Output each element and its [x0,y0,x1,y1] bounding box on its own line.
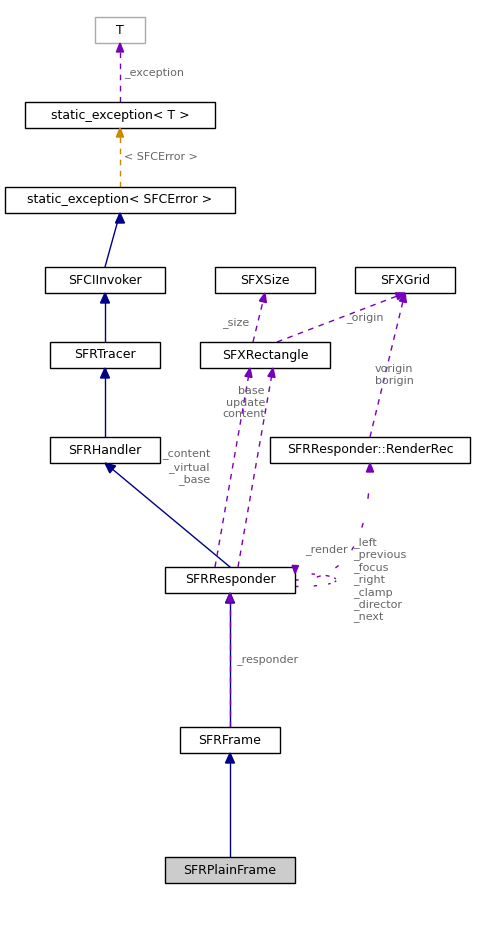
Text: static_exception< SFCError >: static_exception< SFCError > [27,194,212,207]
Text: SFRResponder: SFRResponder [184,573,275,587]
Polygon shape [225,593,234,603]
FancyBboxPatch shape [354,267,454,293]
Polygon shape [267,368,275,377]
Text: _size: _size [221,317,249,328]
Polygon shape [100,293,109,303]
FancyBboxPatch shape [95,17,144,43]
Polygon shape [100,368,109,378]
Polygon shape [226,593,233,602]
Text: SFRTracer: SFRTracer [74,348,135,361]
Text: _left
_previous
_focus
_right
_clamp
_director
_next: _left _previous _focus _right _clamp _di… [352,537,406,623]
Polygon shape [116,43,123,52]
Polygon shape [244,368,252,377]
Text: SFXRectangle: SFXRectangle [221,348,308,361]
Polygon shape [398,293,406,303]
FancyBboxPatch shape [200,342,329,368]
Polygon shape [366,463,373,472]
Polygon shape [291,565,298,573]
FancyBboxPatch shape [165,857,294,883]
FancyBboxPatch shape [269,437,469,463]
Polygon shape [115,213,124,223]
Text: SFXSize: SFXSize [240,274,289,287]
Text: _render: _render [304,545,347,556]
Text: _content
_virtual
_base: _content _virtual _base [161,450,210,485]
FancyBboxPatch shape [5,187,235,213]
Text: base
update
content: base update content [222,386,264,419]
Polygon shape [116,128,123,137]
Text: SFRHandler: SFRHandler [68,443,141,456]
Polygon shape [395,293,404,300]
Text: SFCIInvoker: SFCIInvoker [68,274,142,287]
FancyBboxPatch shape [180,727,279,753]
Text: vorigin
borigin: vorigin borigin [374,364,413,385]
Text: _exception: _exception [124,67,184,78]
Text: _responder: _responder [236,654,298,666]
Text: static_exception< T >: static_exception< T > [50,109,189,122]
Text: SFRPlainFrame: SFRPlainFrame [183,863,276,876]
Text: SFRResponder::RenderRec: SFRResponder::RenderRec [286,443,452,456]
Text: SFXGrid: SFXGrid [379,274,429,287]
FancyBboxPatch shape [50,342,160,368]
Text: T: T [116,23,124,36]
FancyBboxPatch shape [25,102,215,128]
Text: < SFCError >: < SFCError > [124,153,197,163]
FancyBboxPatch shape [215,267,314,293]
FancyBboxPatch shape [50,437,160,463]
FancyBboxPatch shape [45,267,165,293]
Text: SFRFrame: SFRFrame [198,734,261,747]
Text: _origin: _origin [345,312,383,323]
Polygon shape [259,293,266,303]
FancyBboxPatch shape [165,567,294,593]
Polygon shape [105,463,115,473]
Polygon shape [225,753,234,763]
